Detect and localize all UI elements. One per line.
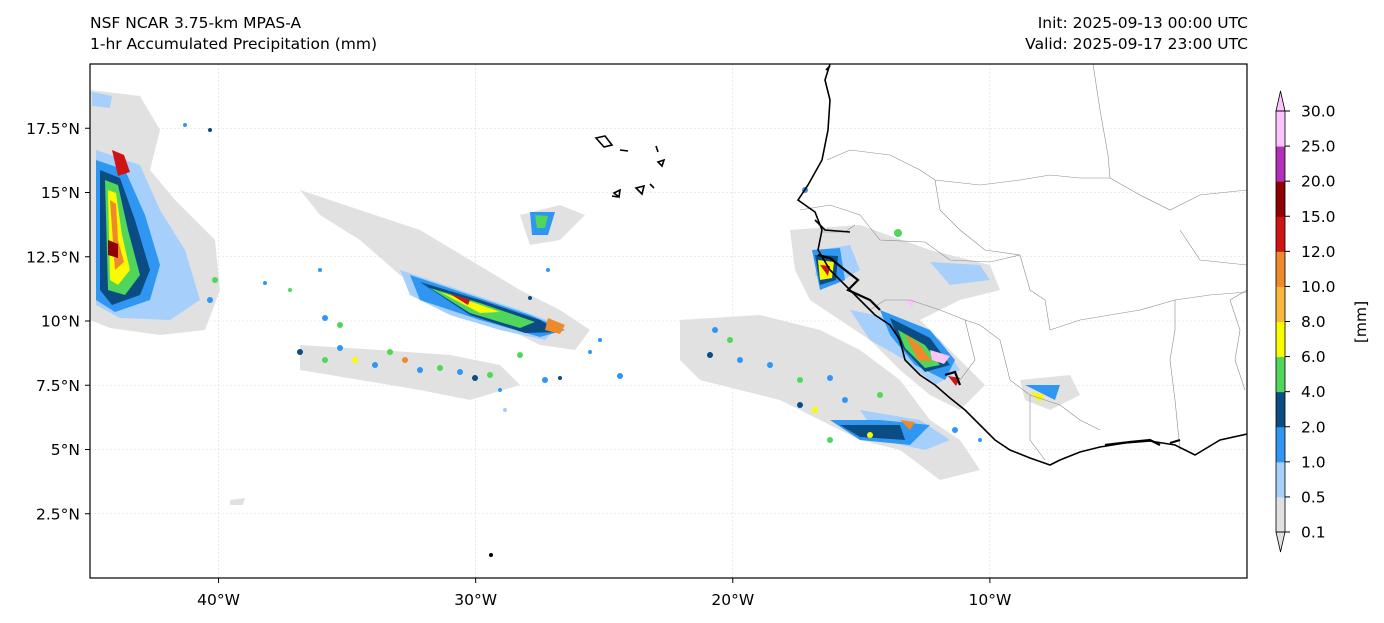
colorbar-segment [1276, 216, 1285, 252]
colorbar-tick-label: 4.0 [1301, 383, 1326, 401]
coast-islands-thick [817, 253, 1181, 447]
colorbar-segment [1276, 391, 1285, 428]
field-title: 1-hr Accumulated Precipitation (mm) [90, 35, 377, 53]
lat-tick-label: 10°N [41, 313, 80, 331]
colorbar-tick-label: 1.0 [1301, 453, 1326, 471]
colorbar-extend-min [1275, 531, 1286, 553]
colorbar-tick-label: 15.0 [1301, 208, 1336, 226]
lat-tick-label: 5°N [51, 441, 80, 459]
colorbar-tick-label: 2.0 [1301, 418, 1326, 436]
colorbar-extend-max [1275, 90, 1286, 112]
lat-tick-label: 15°N [41, 184, 80, 202]
colorbar-segment [1276, 356, 1285, 393]
colorbar-tick-label: 0.5 [1301, 488, 1326, 506]
colorbar-segment [1276, 461, 1285, 498]
colorbar-tick-label: 0.1 [1301, 524, 1326, 542]
lat-tick-label: 12.5°N [26, 248, 80, 266]
colorbar-tick-label: 12.0 [1301, 243, 1336, 261]
title-right: Init: 2025-09-13 00:00 UTC Valid: 2025-0… [1025, 13, 1248, 55]
colorbar-segment [1276, 321, 1285, 358]
precip-heavy-cores [105, 150, 1045, 430]
colorbar-tick-label: 8.0 [1301, 313, 1326, 331]
colorbar-tick-label: 20.0 [1301, 173, 1336, 191]
model-title: NSF NCAR 3.75-km MPAS-A [90, 14, 302, 32]
country-borders [799, 64, 1247, 461]
lon-tick-label: 20°W [711, 591, 754, 609]
title-left: NSF NCAR 3.75-km MPAS-A 1-hr Accumulated… [90, 13, 377, 55]
colorbar-ticks: 0.1 0.5 1.0 2.0 4.0 6.0 8.0 10.0 12.0 15.0 20.0 25.… [1285, 103, 1336, 542]
colorbar-tick-label: 30.0 [1301, 103, 1336, 121]
lon-tick-label: 10°W [968, 591, 1011, 609]
valid-time: Valid: 2025-09-17 23:00 UTC [1025, 35, 1248, 53]
init-time: Init: 2025-09-13 00:00 UTC [1037, 14, 1248, 32]
colorbar-segments [1275, 90, 1286, 553]
colorbar-segment [1276, 181, 1285, 217]
lat-tick-label: 17.5°N [26, 120, 80, 138]
longitude-labels: 40°W 30°W 20°W 10°W [197, 578, 1011, 609]
colorbar-segment [1276, 496, 1285, 533]
lon-tick-label: 40°W [197, 591, 240, 609]
colorbar-tick-label: 6.0 [1301, 348, 1326, 366]
colorbar-segment [1276, 146, 1285, 182]
lat-tick-label: 2.5°N [36, 505, 80, 523]
colorbar-segment [1276, 111, 1285, 147]
colorbar-tick-label: 25.0 [1301, 138, 1336, 156]
lon-tick-label: 30°W [454, 591, 497, 609]
lat-tick-label: 7.5°N [36, 377, 80, 395]
latitude-labels: 2.5°N 5°N 7.5°N 10°N 12.5°N 15°N 17.5°N [26, 120, 90, 523]
colorbar-segment [1276, 426, 1285, 463]
colorbar-segment [1276, 286, 1285, 322]
colorbar-tick-label: 10.0 [1301, 278, 1336, 296]
colorbar-label: [mm] [1352, 301, 1370, 343]
colorbar-segment [1276, 251, 1285, 287]
